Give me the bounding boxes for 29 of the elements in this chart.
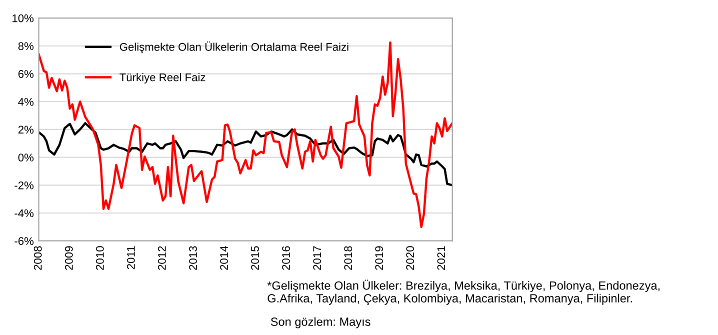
y-tick-label: -2% xyxy=(14,181,34,190)
x-tick-label: 2010 xyxy=(96,246,104,270)
y-tick-label: 10% xyxy=(12,14,34,22)
x-tick-label: 2018 xyxy=(344,246,352,270)
x-tick-label: 2013 xyxy=(189,246,197,270)
x-tick-label: 2021 xyxy=(437,246,446,270)
legend-label: Türkiye Reel Faiz xyxy=(120,73,206,84)
x-tick-label: 2016 xyxy=(282,246,290,270)
x-tick-label: 2012 xyxy=(158,246,166,270)
line-series xyxy=(38,122,452,186)
y-tick-label: 8% xyxy=(18,42,34,50)
x-tick-label: 2019 xyxy=(375,246,384,270)
x-tick-label: 2011 xyxy=(126,246,135,270)
x-tick-label: 2014 xyxy=(220,246,228,270)
legend-label: Gelişmekte Olan Ülkelerin Ortalama Reel Faizi xyxy=(120,41,348,54)
text: *Gelişmekte Olan Ülkeler: Brezilya, Meksika, Türkiye, Polonya, Endonezya, G.Afrika, Tayland, Çekya, Kolombiya, Macaristan, Romanya, Filipinler. xyxy=(267,280,660,305)
y-tick-label: 2% xyxy=(18,126,34,134)
text: Son gözlem: Mayıs xyxy=(270,317,370,328)
line-series xyxy=(38,41,452,228)
y-tick-label: -6% xyxy=(14,237,34,245)
y-tick-label: 6% xyxy=(18,70,34,78)
x-tick-label: 2020 xyxy=(406,246,414,270)
x-tick-label: 2017 xyxy=(313,246,322,270)
x-tick-label: 2008 xyxy=(34,246,42,270)
y-tick-label: -4% xyxy=(14,209,34,218)
y-tick-label: 4% xyxy=(18,98,34,106)
x-tick-label: 2009 xyxy=(64,246,73,270)
y-tick-label: 0% xyxy=(18,154,34,162)
x-tick-label: 2015 xyxy=(251,246,259,270)
